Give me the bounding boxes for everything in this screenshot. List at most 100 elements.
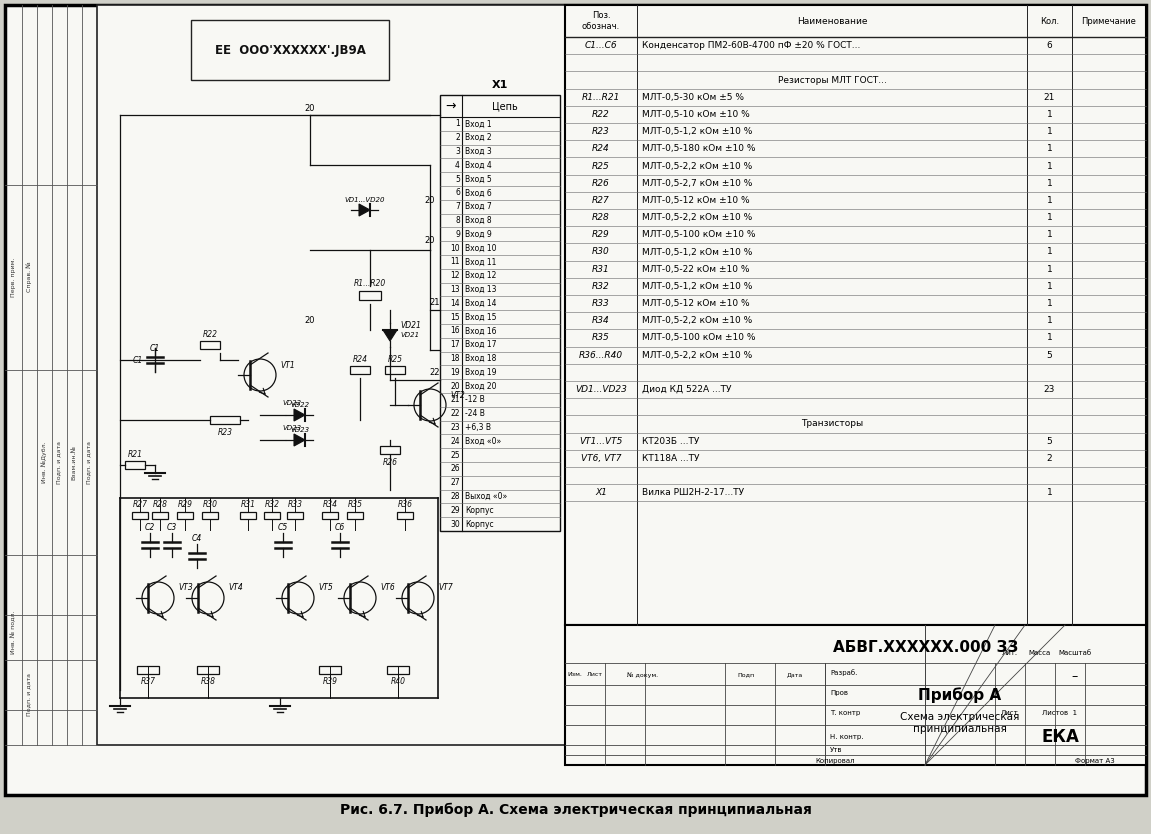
Text: Прибор А: Прибор А	[918, 687, 1001, 703]
Text: Инв. № подл.: Инв. № подл.	[12, 610, 17, 654]
Text: 11: 11	[450, 258, 460, 266]
Text: 21: 21	[429, 298, 440, 307]
Text: Подп. и дата: Подп. и дата	[56, 440, 61, 484]
Text: Схема электрическая: Схема электрическая	[900, 712, 1020, 722]
Text: 3: 3	[455, 147, 460, 156]
Text: 1: 1	[1046, 162, 1052, 170]
Text: R1...R21: R1...R21	[581, 93, 620, 102]
Text: 1: 1	[1046, 196, 1052, 205]
Text: VD1...VD23: VD1...VD23	[576, 385, 627, 394]
Text: VD21: VD21	[401, 321, 421, 330]
Text: Вход 16: Вход 16	[465, 326, 496, 335]
Text: 1: 1	[1046, 316, 1052, 325]
Text: Н. контр.: Н. контр.	[830, 734, 863, 740]
Text: R32: R32	[265, 500, 280, 509]
Bar	[241, 511, 256, 519]
Text: Поз.
обознач.: Поз. обознач.	[582, 12, 620, 31]
Text: C2: C2	[145, 523, 155, 532]
Text: R34: R34	[322, 500, 337, 509]
Text: 23: 23	[450, 423, 460, 432]
Text: Цепь: Цепь	[493, 101, 518, 111]
Text: C1: C1	[132, 355, 143, 364]
Text: R31: R31	[241, 500, 256, 509]
Text: R35: R35	[592, 334, 610, 343]
Text: C5: C5	[277, 523, 288, 532]
Text: Изм.: Изм.	[567, 672, 582, 677]
Text: Перв. прим.: Перв. прим.	[12, 258, 16, 297]
Text: 1: 1	[1046, 144, 1052, 153]
Text: 5: 5	[1046, 437, 1052, 445]
Text: Вход 2: Вход 2	[465, 133, 491, 143]
Polygon shape	[383, 330, 397, 341]
Text: 1: 1	[1046, 178, 1052, 188]
Bar	[397, 511, 413, 519]
Text: R29: R29	[592, 230, 610, 239]
Text: Формат А3: Формат А3	[1075, 758, 1115, 764]
Text: VD1...VD20: VD1...VD20	[345, 197, 386, 203]
Text: Листов  1: Листов 1	[1043, 710, 1077, 716]
Text: R36...R40: R36...R40	[579, 351, 623, 359]
Text: Вход 17: Вход 17	[465, 340, 496, 349]
Text: 20: 20	[450, 382, 460, 390]
Text: Дата: Дата	[787, 672, 803, 677]
Text: Подп. и дата: Подп. и дата	[26, 674, 31, 716]
Text: Примечание: Примечание	[1082, 17, 1136, 26]
Text: МЛТ-0,5-2,2 кОм ±10 %: МЛТ-0,5-2,2 кОм ±10 %	[642, 351, 753, 359]
Text: Кол.: Кол.	[1041, 17, 1059, 26]
Text: VT5: VT5	[318, 584, 333, 592]
Text: –: –	[1072, 671, 1078, 684]
Text: C1...C6: C1...C6	[585, 41, 617, 50]
Bar	[387, 666, 409, 674]
Bar	[209, 416, 241, 424]
Text: Резисторы МЛТ ГОСТ...: Резисторы МЛТ ГОСТ...	[778, 76, 886, 84]
Text: R35: R35	[348, 500, 363, 509]
Text: VT6, VT7: VT6, VT7	[581, 454, 622, 463]
Text: C4: C4	[192, 534, 203, 543]
Text: R28: R28	[152, 500, 168, 509]
Text: 9: 9	[455, 230, 460, 239]
Text: МЛТ-0,5-2,2 кОм ±10 %: МЛТ-0,5-2,2 кОм ±10 %	[642, 214, 753, 222]
Text: ЕКА: ЕКА	[1041, 728, 1078, 746]
Text: VD22: VD22	[290, 402, 310, 408]
Text: Вход 9: Вход 9	[465, 230, 491, 239]
Text: R28: R28	[592, 214, 610, 222]
Text: R40: R40	[390, 677, 405, 686]
Text: C6: C6	[335, 523, 345, 532]
Text: 20: 20	[425, 236, 435, 245]
Text: 20: 20	[305, 103, 315, 113]
Text: Вход 15: Вход 15	[465, 313, 496, 322]
Text: 20: 20	[305, 316, 315, 325]
Text: 22: 22	[429, 368, 440, 377]
Text: Справ. №: Справ. №	[26, 262, 32, 292]
Text: R30: R30	[592, 248, 610, 257]
Polygon shape	[294, 434, 305, 446]
Text: Вход 1: Вход 1	[465, 119, 491, 128]
Bar	[137, 666, 159, 674]
Bar	[359, 290, 381, 299]
Text: Вход 3: Вход 3	[465, 147, 491, 156]
Text: R23: R23	[592, 127, 610, 136]
Text: R25: R25	[592, 162, 610, 170]
Bar	[322, 511, 338, 519]
Text: 28: 28	[450, 492, 460, 501]
Text: Т. контр: Т. контр	[830, 710, 860, 716]
Bar	[350, 366, 369, 374]
Text: R29: R29	[177, 500, 192, 509]
Text: R26: R26	[592, 178, 610, 188]
Text: Разраб.: Разраб.	[830, 670, 857, 676]
Bar	[197, 666, 219, 674]
Text: VT3: VT3	[178, 584, 192, 592]
Text: 2: 2	[456, 133, 460, 143]
Text: 15: 15	[450, 313, 460, 322]
Polygon shape	[359, 204, 369, 216]
Text: МЛТ-0,5-180 кОм ±10 %: МЛТ-0,5-180 кОм ±10 %	[642, 144, 755, 153]
Bar	[319, 666, 341, 674]
Text: МЛТ-0,5-12 кОм ±10 %: МЛТ-0,5-12 кОм ±10 %	[642, 196, 749, 205]
Text: Вход 5: Вход 5	[465, 174, 491, 183]
Bar	[152, 511, 168, 519]
Bar	[201, 511, 218, 519]
Text: R24: R24	[592, 144, 610, 153]
Bar	[200, 341, 220, 349]
Text: 12: 12	[450, 271, 460, 280]
Text: R34: R34	[592, 316, 610, 325]
